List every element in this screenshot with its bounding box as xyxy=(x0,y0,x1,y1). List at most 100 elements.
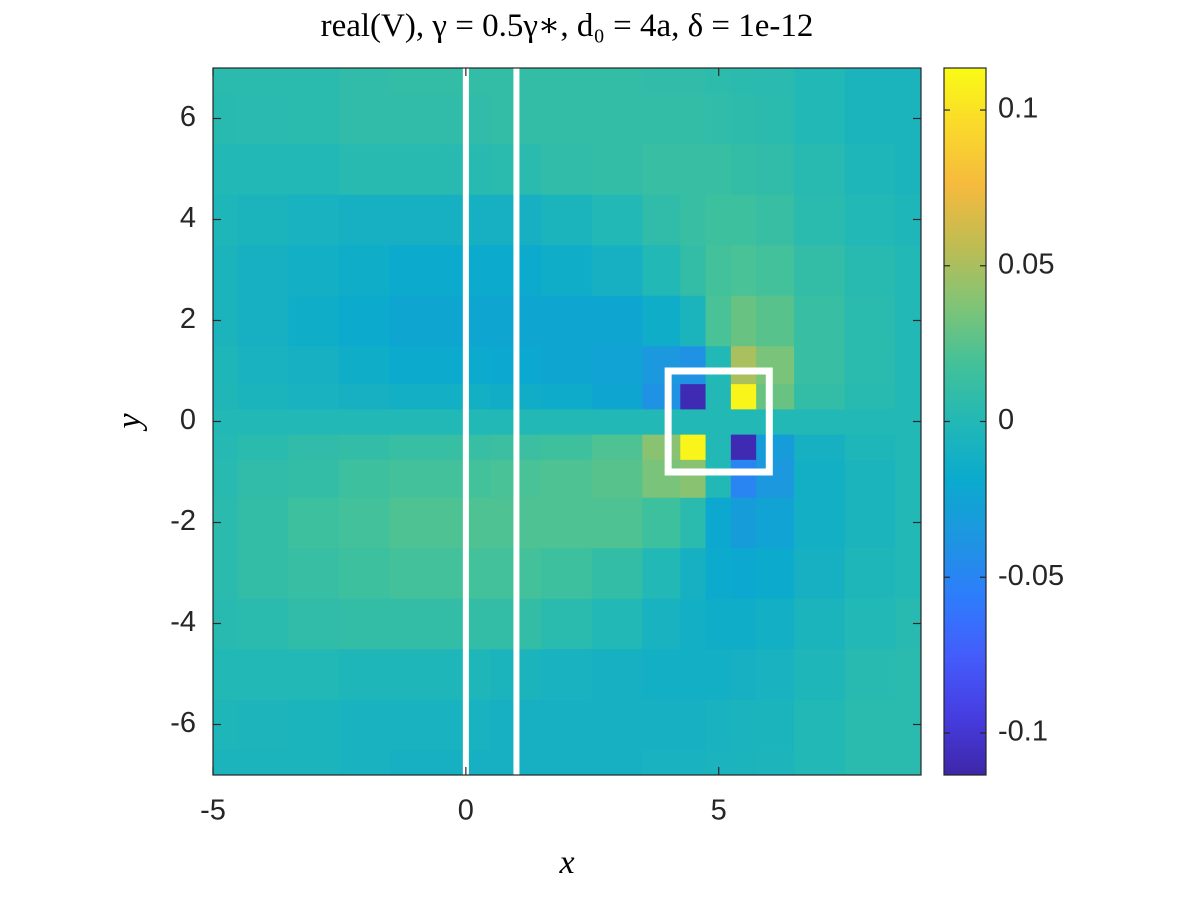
heatmap-cell xyxy=(895,458,921,498)
heatmap-cell xyxy=(338,408,391,435)
heatmap-cell xyxy=(237,433,290,460)
y-tick-label: -6 xyxy=(170,707,196,739)
heatmap-cell xyxy=(541,193,593,246)
heatmap-cell xyxy=(389,597,442,650)
y-axis-label: y xyxy=(111,413,148,432)
heatmap-cell xyxy=(288,547,340,599)
x-tick-label: 0 xyxy=(458,795,474,827)
heatmap-cell xyxy=(288,92,340,145)
heatmap-cell xyxy=(288,193,340,246)
heatmap-cell xyxy=(288,458,340,498)
heatmap-cell xyxy=(338,749,391,775)
heatmap-cell xyxy=(591,193,644,246)
heatmap-cell xyxy=(756,193,796,246)
y-tick-label: 6 xyxy=(180,101,196,133)
heatmap-cell xyxy=(338,547,391,599)
heatmap-cell xyxy=(288,383,340,410)
heatmap-cell xyxy=(541,648,593,700)
heatmap-cell xyxy=(541,345,593,385)
heatmap-cell xyxy=(642,408,682,435)
y-tick-label: 4 xyxy=(180,202,196,234)
heatmap-cell xyxy=(288,408,340,435)
heatmap-cell xyxy=(288,294,340,347)
heatmap-cell xyxy=(730,294,758,347)
heatmap-cell xyxy=(237,597,290,650)
x-axis-label: x xyxy=(558,844,574,881)
heatmap-cell xyxy=(680,383,707,410)
heatmap-cell xyxy=(680,143,707,195)
heatmap-cell xyxy=(730,383,758,410)
heatmap-cell xyxy=(705,383,732,410)
heatmap-cell xyxy=(642,458,682,498)
heatmap-cell xyxy=(237,92,290,145)
heatmap-cell xyxy=(642,698,682,751)
heatmap-cell xyxy=(541,408,593,435)
heatmap-cell xyxy=(844,345,897,385)
heatmap-cell xyxy=(844,294,897,347)
heatmap-cell xyxy=(895,68,921,94)
heatmap-cell xyxy=(288,496,340,549)
heatmap-cell xyxy=(541,433,593,460)
heatmap-cell xyxy=(680,458,707,498)
heatmap-cell xyxy=(591,345,644,385)
heatmap-cell xyxy=(642,345,682,385)
heatmap-cell xyxy=(591,244,644,296)
heatmap-cell xyxy=(794,749,846,775)
heatmap-cell xyxy=(895,244,921,296)
heatmap-cell xyxy=(730,244,758,296)
heatmap-cell xyxy=(642,433,682,460)
heatmap-cell xyxy=(237,383,290,410)
heatmap-cell xyxy=(541,68,593,94)
heatmap-cell xyxy=(756,68,796,94)
heatmap-cell xyxy=(338,244,391,296)
heatmap-cell xyxy=(642,294,682,347)
heatmap-cell xyxy=(844,92,897,145)
heatmap-cell xyxy=(237,294,290,347)
heatmap-cell xyxy=(794,193,846,246)
heatmap-cell xyxy=(705,244,732,296)
heatmap-cell xyxy=(591,597,644,650)
heatmap-cell xyxy=(389,749,442,775)
heatmap-cell xyxy=(794,294,846,347)
heatmap-cell xyxy=(730,547,758,599)
heatmap-cell xyxy=(895,648,921,700)
heatmap-cell xyxy=(680,294,707,347)
heatmap-cell xyxy=(213,648,239,700)
heatmap-cell xyxy=(237,193,290,246)
heatmap-cell xyxy=(389,92,442,145)
heatmap-cell xyxy=(680,193,707,246)
heatmap-cell xyxy=(338,383,391,410)
heatmap-cell xyxy=(794,698,846,751)
heatmap-cell xyxy=(705,458,732,498)
heatmap-cell xyxy=(794,92,846,145)
heatmap-cell xyxy=(844,244,897,296)
heatmap-cell xyxy=(794,345,846,385)
heatmap-cell xyxy=(541,749,593,775)
heatmap-cell xyxy=(389,698,442,751)
heatmap-cell xyxy=(213,68,239,94)
heatmap-cell xyxy=(756,496,796,549)
colorbar-tick-label: -0.05 xyxy=(998,560,1064,592)
heatmap-cell xyxy=(237,496,290,549)
heatmap-cell xyxy=(730,648,758,700)
heatmap-cell xyxy=(844,433,897,460)
y-tick-label: 0 xyxy=(180,404,196,436)
heatmap-cell xyxy=(756,244,796,296)
heatmap-cell xyxy=(389,496,442,549)
heatmap-cell xyxy=(338,597,391,650)
heatmap-cell xyxy=(389,244,442,296)
heatmap-cell xyxy=(756,749,796,775)
heatmap-cell xyxy=(237,648,290,700)
heatmap-cell xyxy=(794,458,846,498)
heatmap-cell xyxy=(730,698,758,751)
x-tick-label: -5 xyxy=(200,795,226,827)
heatmap-cell xyxy=(213,458,239,498)
colorbar-tick-label: -0.1 xyxy=(998,716,1048,748)
heatmap-cell xyxy=(213,749,239,775)
heatmap-cell xyxy=(288,68,340,94)
heatmap-cell xyxy=(237,244,290,296)
heatmap-cell xyxy=(730,597,758,650)
heatmap-cell xyxy=(680,433,707,460)
y-tick-label: -4 xyxy=(170,606,196,638)
heatmap-cell xyxy=(730,408,758,435)
